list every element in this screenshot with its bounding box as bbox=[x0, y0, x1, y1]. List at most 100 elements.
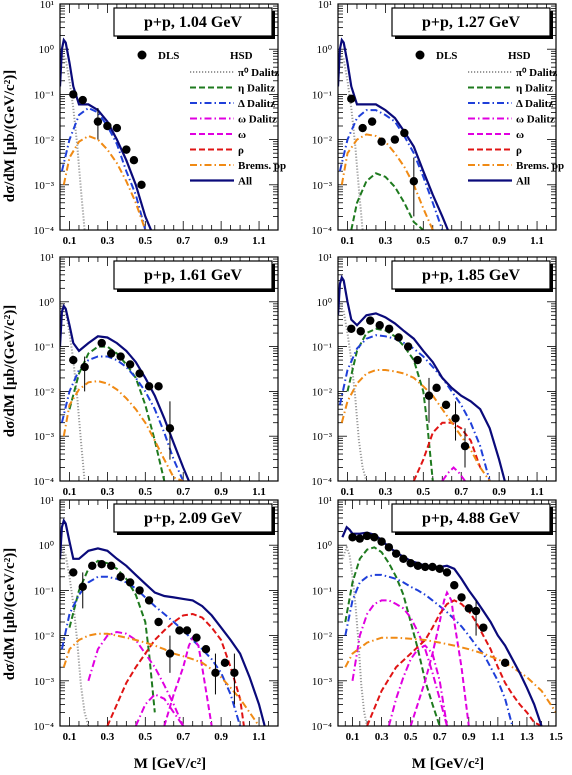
x-tick-label: 1.1 bbox=[530, 235, 544, 247]
series-group bbox=[338, 37, 449, 230]
series-line-delta bbox=[338, 334, 491, 481]
data-point bbox=[358, 123, 367, 133]
legend-label-omegaD: ω Dalitz bbox=[516, 114, 555, 126]
legend-label-delta: Δ Dalitz bbox=[238, 98, 275, 110]
legend-label-omegaD: ω Dalitz bbox=[238, 114, 277, 126]
series-line-omegaD bbox=[351, 599, 448, 726]
series-line-pi0 bbox=[339, 53, 364, 230]
data-point bbox=[435, 564, 444, 574]
x-tick-label: 0.9 bbox=[214, 486, 228, 498]
y-tick-label: 10⁰ bbox=[317, 44, 333, 56]
data-point bbox=[399, 554, 408, 564]
y-tick-label: 10⁻¹ bbox=[34, 585, 54, 597]
panel-title: p+p, 4.88 GeV bbox=[422, 510, 520, 527]
x-tick-label: 0.7 bbox=[454, 235, 468, 247]
y-tick-label: 10⁰ bbox=[39, 297, 55, 309]
series-line-omega bbox=[409, 590, 470, 726]
y-tick-label: 10¹ bbox=[40, 0, 54, 11]
title-box bbox=[113, 7, 273, 37]
x-tick-label: 1.1 bbox=[252, 731, 266, 743]
legend-label-brems: Brems. pp bbox=[516, 160, 564, 172]
data-point bbox=[182, 626, 192, 635]
data-point bbox=[69, 90, 78, 99]
x-tick-label: 0.5 bbox=[416, 235, 430, 247]
series-line-delta bbox=[60, 575, 242, 726]
panels: 10⁻⁴ 10⁻³ 10⁻² 10⁻¹ 10⁰ 10¹ 0.1 0.3 0.5 0.7 0.9 1.1… bbox=[33, 0, 564, 743]
x-tick-label: 0.3 bbox=[101, 731, 115, 743]
series-group bbox=[341, 525, 556, 726]
series-line-eta bbox=[350, 172, 424, 230]
series-line-all bbox=[338, 37, 449, 230]
data-point bbox=[377, 137, 386, 146]
y-tick-label: 10⁻¹ bbox=[312, 89, 332, 101]
panel-frame bbox=[59, 3, 279, 231]
panel-frame bbox=[59, 256, 279, 482]
series-group bbox=[60, 303, 190, 481]
series-line-pi0 bbox=[61, 305, 86, 481]
data-point bbox=[144, 596, 154, 605]
data-point bbox=[175, 626, 184, 635]
data-point bbox=[403, 342, 413, 351]
data-point bbox=[88, 561, 97, 571]
data-point bbox=[129, 156, 139, 165]
data-point bbox=[69, 568, 78, 577]
y-tick-label: 10⁻² bbox=[34, 386, 55, 398]
data-point bbox=[230, 668, 239, 678]
panel-title: p+p, 1.61 GeV bbox=[144, 267, 242, 284]
y-tick-label: 10⁻¹ bbox=[312, 585, 332, 597]
x-tick-label: 0.1 bbox=[341, 235, 355, 247]
data-point bbox=[97, 559, 106, 569]
data-point bbox=[384, 324, 394, 333]
data-point bbox=[220, 658, 230, 668]
legend-label-all: All bbox=[516, 176, 530, 188]
x-tick-label: 0.1 bbox=[63, 235, 77, 247]
data-point bbox=[367, 117, 377, 126]
y-axis-label-row1: dσ/dM [μb/(GeV/c²)] bbox=[2, 70, 18, 202]
data-point bbox=[450, 581, 459, 590]
x-tick-label: 0.9 bbox=[492, 486, 506, 498]
legend-label-rho: ρ bbox=[238, 145, 244, 157]
x-tick-label: 0.7 bbox=[176, 235, 190, 247]
x-tick-label: 0.5 bbox=[138, 731, 152, 743]
x-tick-label: 0.1 bbox=[341, 486, 355, 498]
data-point bbox=[144, 382, 154, 391]
series-line-rho bbox=[106, 612, 245, 726]
data-point bbox=[135, 586, 144, 595]
data-point bbox=[406, 558, 415, 568]
data-point bbox=[69, 355, 78, 365]
data-point bbox=[78, 95, 87, 105]
series-line-delta bbox=[60, 106, 147, 230]
panel-4: 10⁻⁴ 10⁻³ 10⁻² 10⁻¹ 10⁰ 10¹ 0.1 0.3 0.5 0.7 0.9 1.1… bbox=[311, 252, 557, 498]
panel-1: 10⁻⁴ 10⁻³ 10⁻² 10⁻¹ 10⁰ 10¹ 0.1 0.3 0.5 0.7 0.9 1.1… bbox=[33, 0, 286, 247]
y-tick-label: 10⁻³ bbox=[34, 431, 55, 443]
y-tick-label: 10⁻³ bbox=[34, 180, 55, 192]
y-tick-label: 10¹ bbox=[318, 0, 332, 11]
data-point bbox=[400, 128, 409, 138]
legend-label-pi0: π⁰ Dalitz bbox=[516, 67, 557, 79]
x-tick-label: 0.3 bbox=[101, 235, 115, 247]
series-line-brems bbox=[344, 636, 556, 713]
legend-label-rho: ρ bbox=[516, 145, 522, 157]
series-line-brems bbox=[340, 369, 491, 481]
data-point bbox=[93, 117, 103, 126]
data-point bbox=[457, 593, 466, 602]
y-tick-label: 10⁻⁴ bbox=[311, 225, 332, 237]
data-point bbox=[137, 180, 146, 189]
data-point bbox=[428, 562, 437, 572]
data-point bbox=[500, 658, 510, 668]
data-point bbox=[442, 568, 452, 577]
y-tick-label: 10⁻⁴ bbox=[311, 476, 332, 488]
y-tick-label: 10⁰ bbox=[317, 540, 333, 552]
legend-label-eta: η Dalitz bbox=[238, 83, 275, 95]
x-tick-label: 0.3 bbox=[379, 235, 393, 247]
series-line-brems bbox=[62, 134, 147, 230]
y-tick-label: 10⁻⁴ bbox=[33, 721, 54, 733]
x-tick-label: 0.5 bbox=[416, 486, 430, 498]
legend-label-delta: Δ Dalitz bbox=[516, 98, 553, 110]
legend-label-omega: ω bbox=[516, 129, 524, 141]
data-point bbox=[362, 531, 372, 541]
data-point bbox=[135, 369, 144, 378]
data-point bbox=[116, 572, 125, 581]
series-group bbox=[338, 274, 506, 481]
